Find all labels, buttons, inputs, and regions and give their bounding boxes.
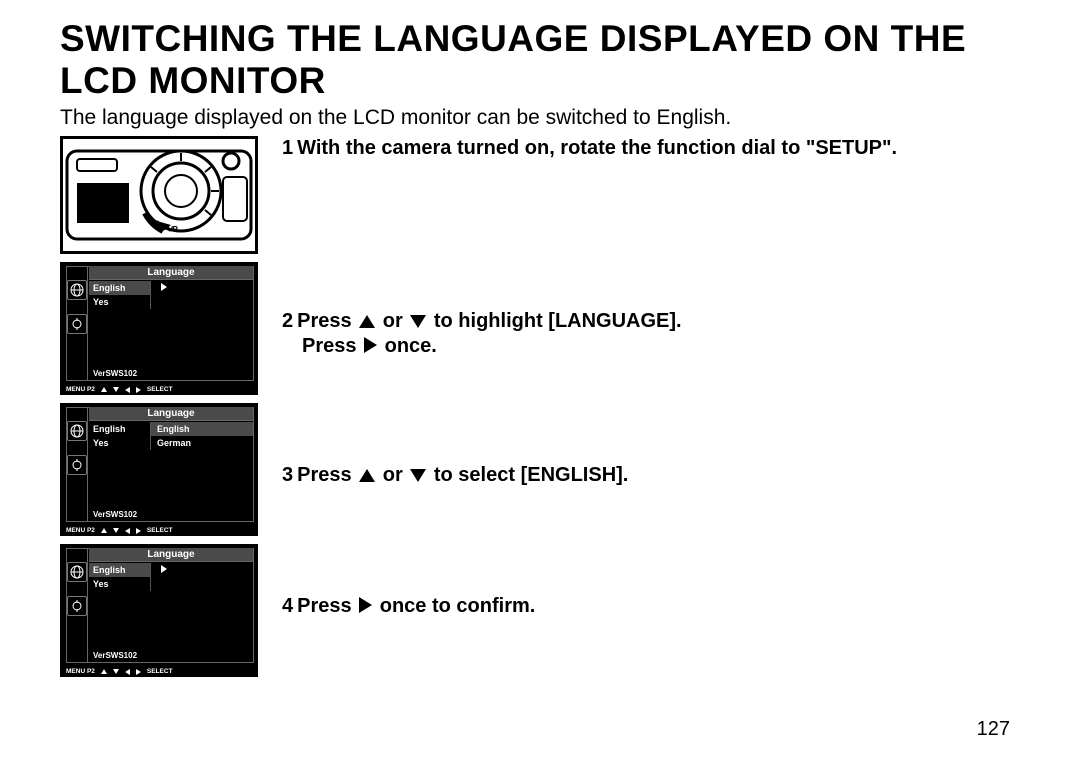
lcd-header: Language [89, 407, 253, 421]
lcd-screen-3: Language English Yes VerSWS102 [60, 544, 258, 677]
step-1: 1With the camera turned on, rotate the f… [282, 136, 1020, 161]
up-arrow-icon [359, 315, 375, 328]
lcd-footer: MENU P2 SELECT [66, 386, 254, 393]
menu-item: English [89, 281, 151, 295]
step-2: 2Press or to highlight [LANGUAGE]. [282, 309, 1020, 334]
content-row: SETUP Language Eng [60, 136, 1020, 685]
version-text: VerSWS102 [93, 369, 137, 378]
page-title: SWITCHING THE LANGUAGE DISPLAYED ON THE … [60, 18, 1020, 102]
lcd-footer: MENU P2 SELECT [66, 668, 254, 675]
version-text: VerSWS102 [93, 510, 137, 519]
globe-icon [67, 280, 87, 300]
menu-item: Yes [89, 295, 151, 309]
lcd-screen-2: Language English English Yes German VerS… [60, 403, 258, 536]
lcd-screen-1: Language English Yes VerSWS102 [60, 262, 258, 395]
step-2b: Press once. [302, 334, 1020, 359]
menu-item: English [89, 422, 151, 436]
page-subtitle: The language displayed on the LCD monito… [60, 106, 1020, 130]
menu-value: English [151, 422, 253, 436]
step-3: 3Press or to select [ENGLISH]. [282, 463, 1020, 488]
menu-item: Yes [89, 577, 151, 591]
right-column: 1With the camera turned on, rotate the f… [282, 136, 1020, 619]
lcd-footer: MENU P2 SELECT [66, 527, 254, 534]
step-4: 4Press once to confirm. [282, 594, 1020, 619]
tool-icon [67, 596, 87, 616]
left-column: SETUP Language Eng [60, 136, 258, 685]
menu-item: Yes [89, 436, 151, 450]
tool-icon [67, 455, 87, 475]
down-arrow-icon [410, 315, 426, 328]
down-arrow-icon [410, 469, 426, 482]
menu-value: German [151, 436, 253, 450]
right-arrow-icon [359, 597, 372, 613]
up-arrow-icon [359, 469, 375, 482]
page-number: 127 [977, 718, 1010, 741]
right-arrow-icon [364, 337, 377, 353]
tool-icon [67, 314, 87, 334]
chevron-right-icon [161, 283, 167, 291]
chevron-right-icon [161, 565, 167, 573]
menu-item: English [89, 563, 151, 577]
lcd-header: Language [89, 548, 253, 562]
version-text: VerSWS102 [93, 651, 137, 660]
camera-diagram: SETUP [60, 136, 258, 254]
globe-icon [67, 562, 87, 582]
lcd-header: Language [89, 266, 253, 280]
globe-icon [67, 421, 87, 441]
